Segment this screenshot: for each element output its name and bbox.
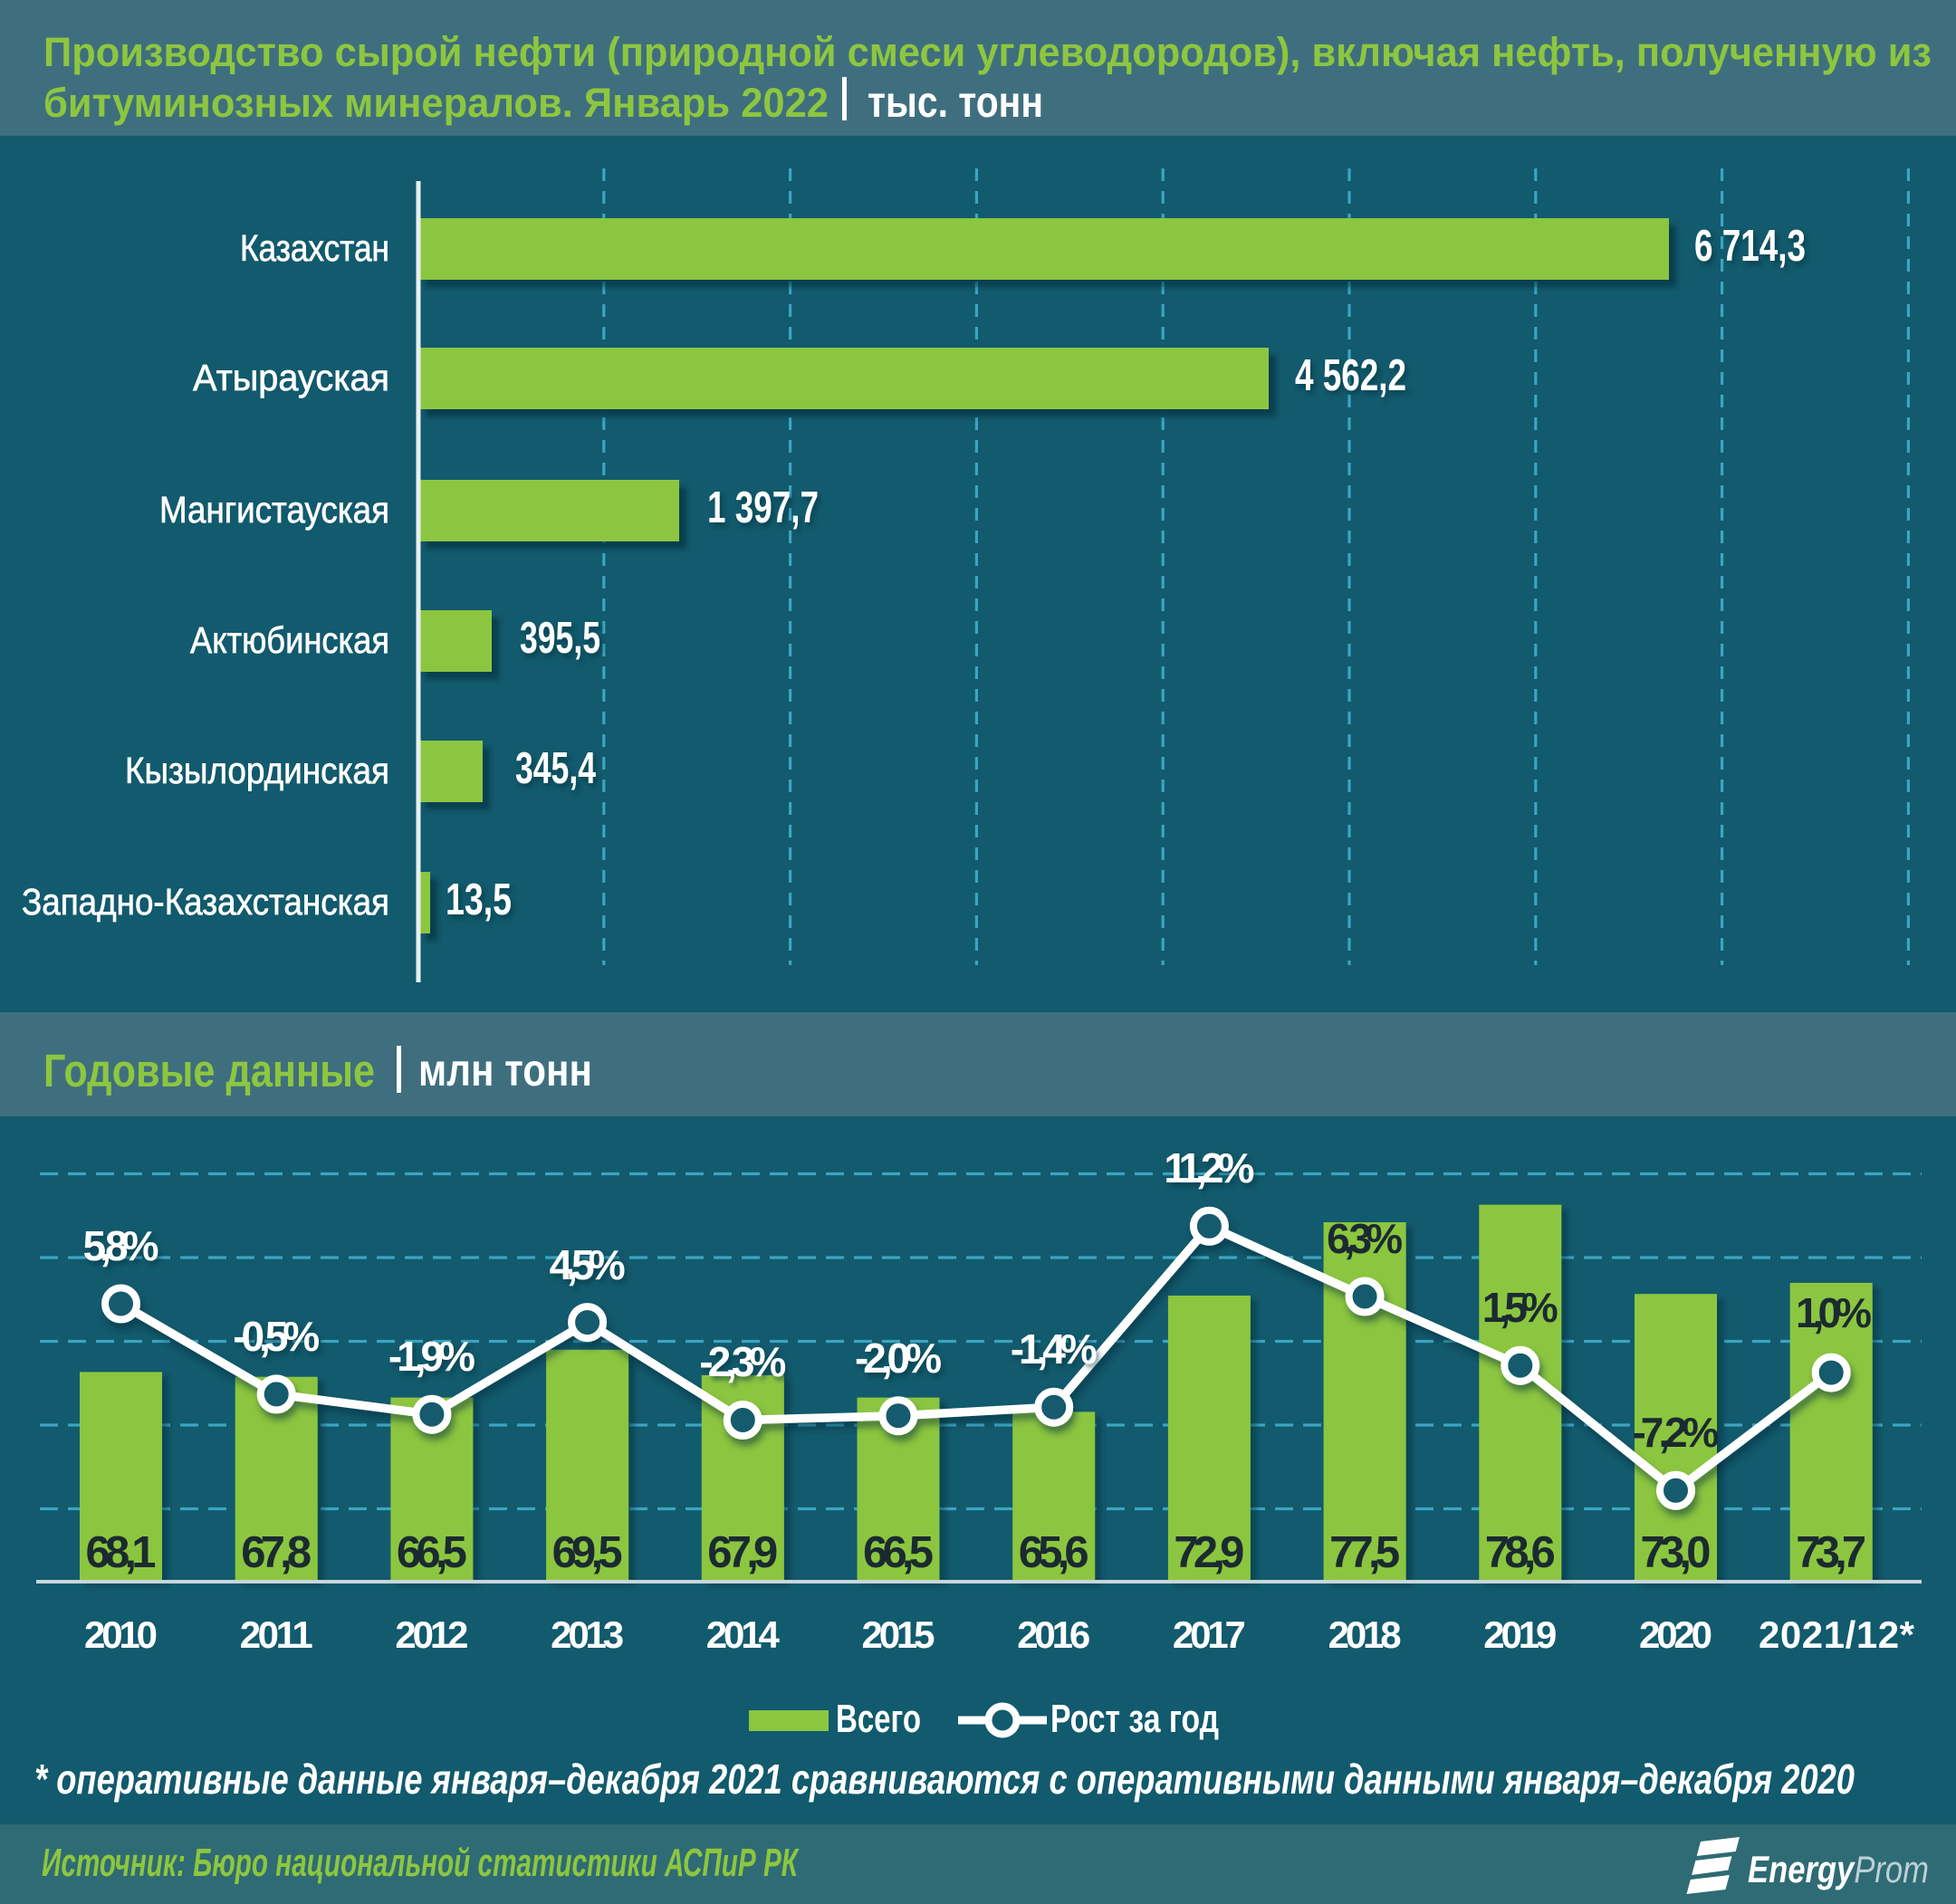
svg-text:395,5: 395,5 [520, 614, 600, 663]
svg-text:-1,4%: -1,4% [1011, 1325, 1098, 1373]
svg-text:6,3%: 6,3% [1327, 1215, 1403, 1262]
svg-text:67,8: 67,8 [241, 1528, 312, 1577]
svg-text:73,0: 73,0 [1641, 1528, 1712, 1577]
svg-text:73,7: 73,7 [1796, 1528, 1866, 1577]
svg-text:Казахстан: Казахстан [240, 227, 389, 269]
svg-text:67,9: 67,9 [707, 1528, 778, 1577]
svg-text:Производство сырой нефти (прир: Производство сырой нефти (природной смес… [43, 29, 1932, 75]
svg-text:Атырауская: Атырауская [193, 357, 389, 398]
svg-text:13,5: 13,5 [446, 875, 512, 924]
svg-text:-2,0%: -2,0% [855, 1335, 942, 1382]
svg-text:2020: 2020 [1639, 1613, 1712, 1656]
svg-text:2021/12*: 2021/12* [1759, 1613, 1915, 1656]
svg-text:5,8%: 5,8% [83, 1222, 159, 1269]
svg-text:2010: 2010 [84, 1613, 158, 1656]
svg-text:11,2%: 11,2% [1164, 1144, 1254, 1191]
svg-text:тыс. тонн: тыс. тонн [868, 79, 1043, 127]
svg-text:Годовые данные: Годовые данные [43, 1045, 375, 1096]
svg-text:-2,3%: -2,3% [699, 1338, 786, 1385]
svg-text:-7,2%: -7,2% [1633, 1409, 1720, 1456]
svg-text:Источник: Бюро национальной ст: Источник: Бюро национальной статистики А… [42, 1841, 800, 1885]
svg-text:4,5%: 4,5% [550, 1241, 626, 1288]
svg-text:2019: 2019 [1483, 1613, 1557, 1656]
svg-text:2011: 2011 [240, 1613, 313, 1656]
svg-text:Западно-Казахстанская: Западно-Казахстанская [22, 881, 389, 923]
svg-text:EnergyProm: EnergyProm [1748, 1848, 1929, 1890]
svg-text:Актюбинская: Актюбинская [190, 619, 389, 661]
svg-text:2018: 2018 [1328, 1613, 1402, 1656]
svg-text:2014: 2014 [706, 1613, 781, 1656]
svg-text:2017: 2017 [1173, 1613, 1246, 1656]
svg-text:2016: 2016 [1017, 1613, 1090, 1656]
svg-text:69,5: 69,5 [552, 1528, 623, 1577]
svg-text:77,5: 77,5 [1329, 1528, 1400, 1577]
svg-text:68,1: 68,1 [86, 1528, 157, 1577]
svg-text:-1,9%: -1,9% [388, 1333, 475, 1380]
svg-text:Рост за год: Рост за год [1050, 1697, 1219, 1741]
svg-text:Всего: Всего [836, 1697, 921, 1741]
svg-text:-0,5%: -0,5% [233, 1313, 320, 1360]
svg-text:Кызылординская: Кызылординская [125, 750, 389, 791]
svg-text:млн тонн: млн тонн [418, 1045, 592, 1096]
svg-text:* оперативные данные января–де: * оперативные данные января–декабря 2021… [34, 1756, 1855, 1803]
svg-text:66,5: 66,5 [863, 1528, 934, 1577]
svg-text:1 397,7: 1 397,7 [707, 483, 819, 532]
svg-text:2012: 2012 [395, 1613, 468, 1656]
svg-text:6 714,3: 6 714,3 [1694, 222, 1806, 271]
svg-text:72,9: 72,9 [1174, 1528, 1244, 1577]
svg-text:345,4: 345,4 [515, 744, 596, 793]
svg-text:2013: 2013 [551, 1613, 624, 1656]
svg-text:1,0%: 1,0% [1796, 1289, 1872, 1336]
svg-text:1,5%: 1,5% [1482, 1284, 1558, 1331]
svg-text:65,6: 65,6 [1019, 1528, 1089, 1577]
svg-text:78,6: 78,6 [1485, 1528, 1556, 1577]
svg-text:4 562,2: 4 562,2 [1295, 351, 1406, 400]
svg-text:Мангистауская: Мангистауская [159, 489, 389, 531]
svg-text:битуминозных минералов. Январь: битуминозных минералов. Январь 2022 [43, 80, 829, 126]
svg-text:2015: 2015 [862, 1613, 935, 1656]
svg-text:66,5: 66,5 [397, 1528, 467, 1577]
